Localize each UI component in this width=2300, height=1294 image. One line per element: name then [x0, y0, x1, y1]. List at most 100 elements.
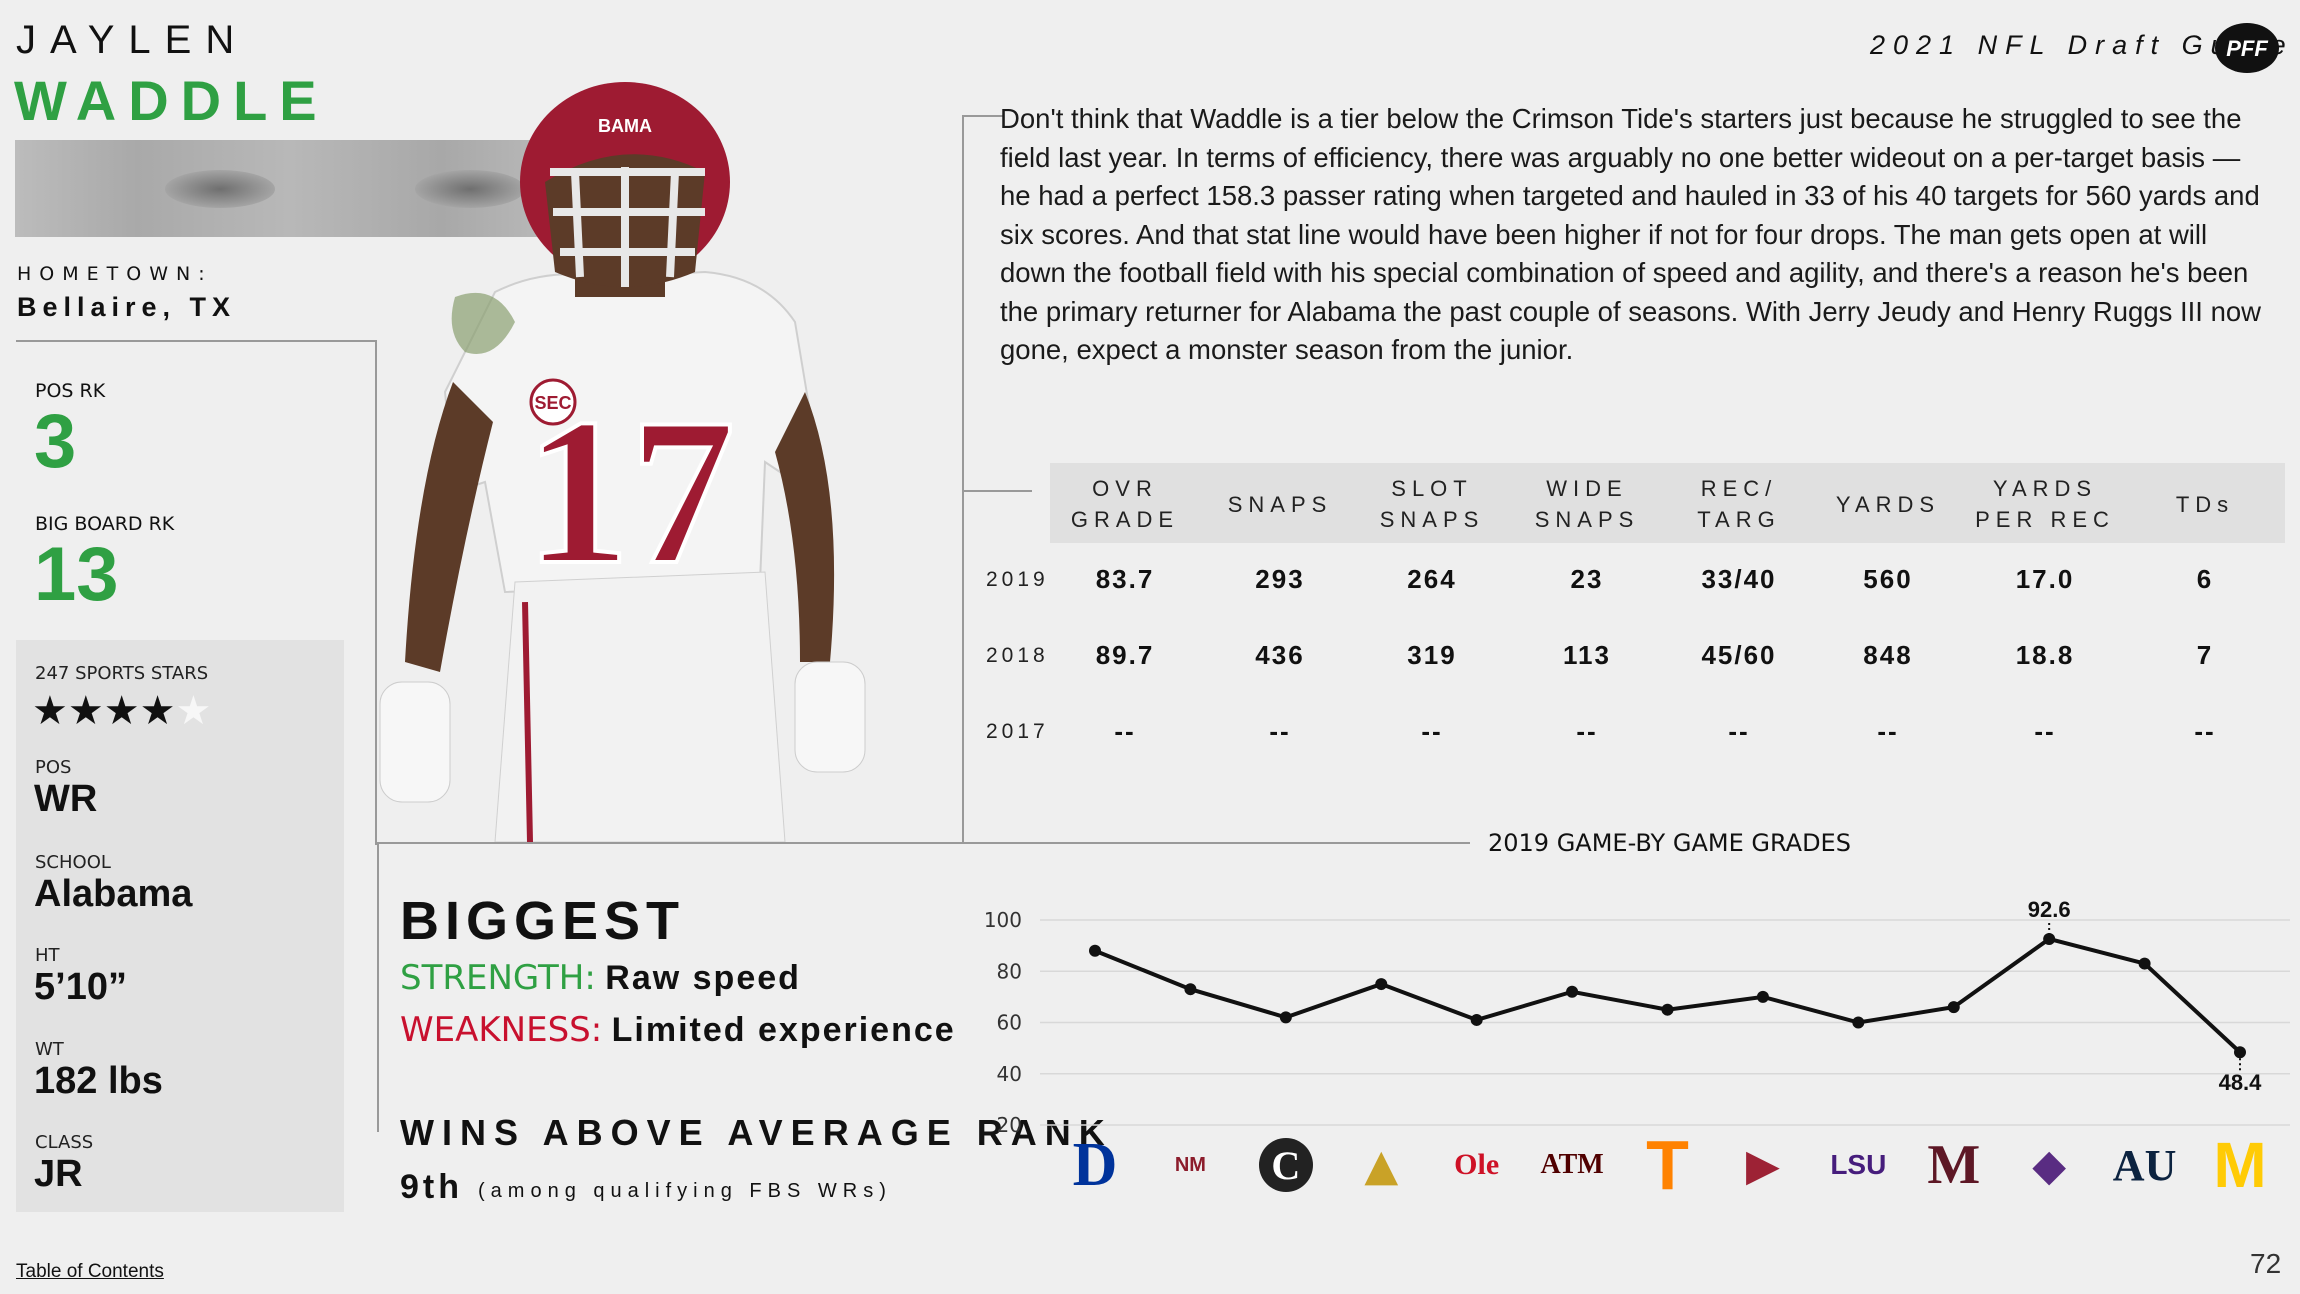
strength-value: Raw speed — [605, 959, 801, 997]
table-cell: -- — [1421, 716, 1443, 746]
south-carolina-logo-icon: C — [1258, 1138, 1313, 1192]
table-cell: 33/40 — [1701, 564, 1777, 594]
table-header-cell: YARDS PER REC — [1975, 476, 2115, 532]
table-cell: -- — [1576, 716, 1598, 746]
weakness-value: Limited experience — [611, 1011, 956, 1049]
class-value: JR — [34, 1153, 83, 1195]
texas-am-logo-icon: ATM — [1540, 1149, 1604, 1180]
data-point — [1184, 983, 1197, 996]
data-label: 48.4 — [2219, 1070, 2263, 1095]
player-first-name: JAYLEN — [16, 18, 249, 62]
y-tick-label: 100 — [984, 908, 1022, 932]
table-row-year: 2017 — [986, 720, 1049, 743]
pos-rank-label: POS RK — [35, 380, 106, 402]
table-cell: 17.0 — [2015, 564, 2075, 594]
player-info-panel: 247 SPORTS STARS ★★★★★ POS WR SCHOOL Ala… — [16, 640, 344, 1212]
table-cell: 7 — [2196, 640, 2214, 670]
grades-series-line — [1094, 936, 2242, 1054]
table-header-cell: SLOT SNAPS — [1379, 476, 1485, 532]
hometown-label: HOMETOWN: — [17, 263, 213, 285]
data-point — [2138, 957, 2151, 970]
war-rank-note: (among qualifying FBS WRs) — [478, 1180, 892, 1202]
school-label: SCHOOL — [35, 852, 111, 873]
data-point — [1661, 1003, 1674, 1016]
table-cell: 23 — [1570, 564, 1604, 594]
svg-text:BAMA: BAMA — [598, 116, 652, 136]
svg-text:PFF: PFF — [2226, 36, 2268, 61]
strength-row: STRENGTH: Raw speed — [400, 958, 801, 998]
southern-miss-logo-icon: ▲ — [1364, 1139, 1399, 1191]
data-point — [1279, 1011, 1292, 1024]
y-tick-label: 40 — [997, 1062, 1022, 1086]
table-cell: -- — [1877, 716, 1899, 746]
table-cell: 113 — [1563, 640, 1611, 670]
pff-logo-icon: PFF — [2215, 23, 2279, 73]
y-tick-label: 20 — [997, 1113, 1022, 1137]
table-cell: 848 — [1863, 640, 1913, 670]
table-cell: -- — [2194, 716, 2216, 746]
weakness-row: WEAKNESS: Limited experience — [400, 1010, 956, 1050]
star-icon: ★ — [67, 689, 104, 733]
table-cell: 89.7 — [1095, 640, 1155, 670]
star-icon: ★ — [139, 689, 176, 733]
table-cell: 83.7 — [1095, 564, 1155, 594]
player-photo: 17 BAMA SEC — [379, 82, 866, 842]
star-rating: ★★★★★ — [32, 688, 211, 734]
data-point — [1852, 1016, 1865, 1029]
svg-text:SEC: SEC — [534, 393, 571, 413]
lsu-logo-icon: LSU — [1830, 1149, 1887, 1180]
bio-bracket — [962, 115, 1004, 117]
biggest-title: BIGGEST — [400, 891, 686, 951]
table-cell: 436 — [1255, 640, 1305, 670]
table-cell: -- — [1269, 716, 1291, 746]
left-divider — [16, 340, 376, 342]
table-row-year: 2019 — [986, 568, 1049, 591]
data-point — [1470, 1013, 1483, 1026]
pos-value: WR — [34, 778, 98, 820]
y-tick-label: 60 — [997, 1011, 1022, 1035]
michigan-logo-icon: M — [2213, 1129, 2267, 1201]
table-cell: 45/60 — [1701, 640, 1777, 670]
star-icon: ★ — [103, 689, 140, 733]
pos-rank-value: 3 — [34, 399, 77, 484]
data-label: 92.6 — [2028, 897, 2071, 922]
weight-value: 182 lbs — [34, 1060, 163, 1102]
table-cell: 6 — [2196, 564, 2214, 594]
arkansas-logo-icon: ▶ — [1745, 1139, 1780, 1191]
data-point — [1947, 1001, 1960, 1014]
class-label: CLASS — [35, 1132, 94, 1153]
table-of-contents-link[interactable]: Table of Contents — [16, 1261, 164, 1282]
page-number: 72 — [2250, 1248, 2282, 1279]
hometown-value: Bellaire, TX — [17, 292, 237, 322]
table-cell: -- — [1728, 716, 1750, 746]
weight-label: WT — [35, 1039, 64, 1060]
western-carolina-logo-icon: ◆ — [2032, 1139, 2067, 1191]
table-header-cell: TDs — [2175, 492, 2235, 517]
table-cell: 18.8 — [2015, 640, 2075, 670]
new-mexico-state-logo-icon: NM — [1174, 1153, 1206, 1176]
tennessee-logo-icon: T — [1646, 1126, 1689, 1204]
war-rank-value: 9th — [400, 1168, 463, 1206]
player-bio: Don't think that Waddle is a tier below … — [1000, 103, 2262, 365]
game-grades-chart: 100 80 60 40 20 92.6 48.4 — [984, 897, 2290, 1137]
height-value: 5’10” — [34, 966, 127, 1008]
duke-logo-icon: D — [1072, 1130, 1118, 1199]
star-icon: ★ — [32, 689, 68, 733]
table-header-cell: WIDE SNAPS — [1534, 476, 1640, 532]
data-point — [1756, 990, 1769, 1003]
pos-label: POS — [35, 757, 72, 778]
bio-bracket-vertical — [962, 115, 964, 842]
chart-title: 2019 GAME-BY GAME GRADES — [1488, 829, 1851, 857]
big-board-rank-label: BIG BOARD RK — [35, 513, 175, 535]
stars-label: 247 SPORTS STARS — [35, 663, 209, 684]
table-cell: -- — [1114, 716, 1136, 746]
data-point — [2043, 932, 2056, 945]
mississippi-state-logo-icon: M — [1927, 1134, 1981, 1196]
data-point — [1089, 944, 1101, 957]
table-header-cell: SNAPS — [1227, 492, 1333, 517]
height-label: HT — [35, 945, 60, 966]
school-value: Alabama — [34, 873, 193, 915]
data-point — [1375, 978, 1388, 991]
war-rank-title: WINS ABOVE AVERAGE RANK — [400, 1112, 1113, 1153]
weakness-label: WEAKNESS: — [400, 1010, 603, 1050]
